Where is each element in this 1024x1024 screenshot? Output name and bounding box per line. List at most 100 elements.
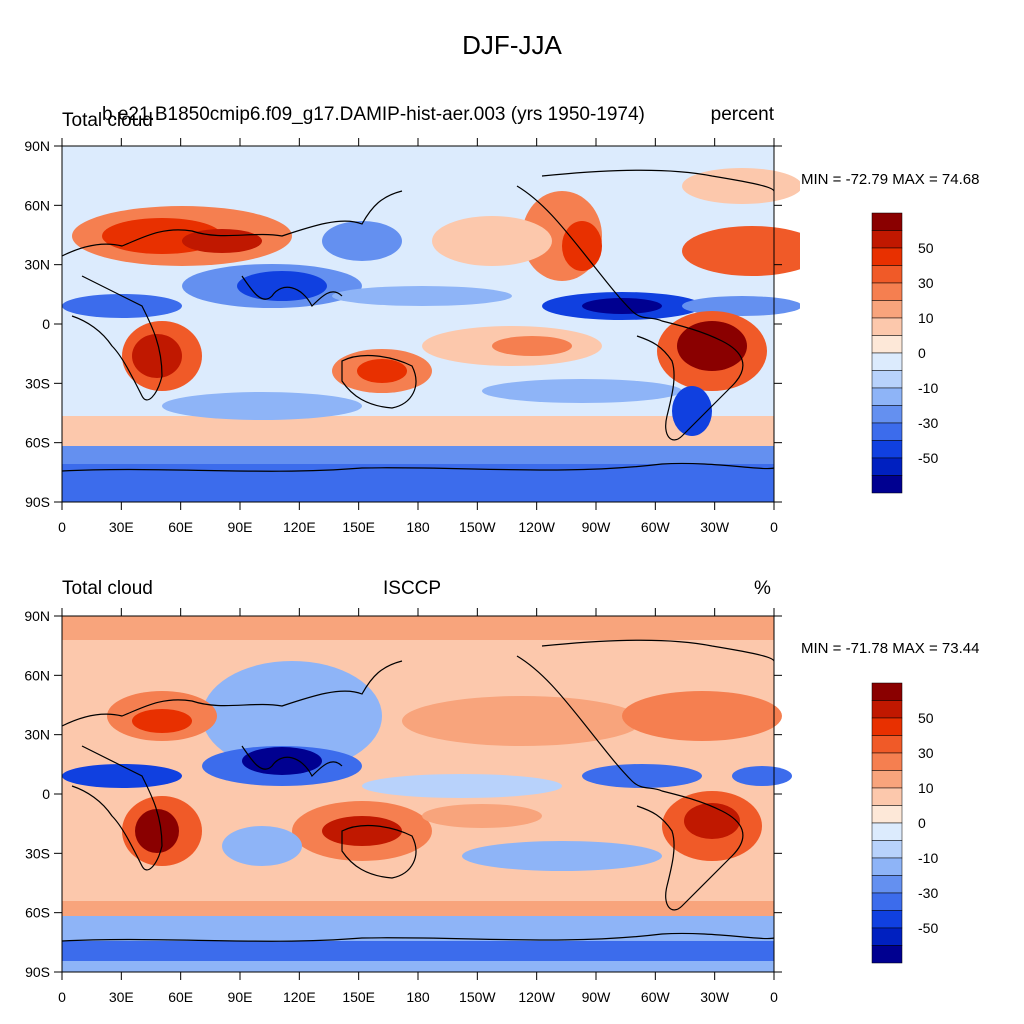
panel-2-minmax: MIN = -71.78 MAX = 73.44: [801, 640, 980, 657]
colorbar-swatch: [871, 875, 903, 894]
panel-2-colorbar: 50 30 10 0 -10 -30 -50: [871, 682, 938, 964]
longitude-axis: 0 30E 60E 90E 120E 150E 180 150W 120W 90W 60W 30W 0: [58, 138, 778, 535]
colorbar-swatch: [871, 300, 903, 319]
lon-tick-label: 150W: [459, 519, 496, 535]
colorbar-label: 50: [918, 710, 934, 726]
lon-tick-label: 30W: [700, 519, 730, 535]
colorbar-swatch: [871, 457, 903, 476]
lat-tick-label: 60N: [24, 197, 50, 213]
colorbar-swatch: [871, 682, 903, 701]
colorbar-swatch: [871, 335, 903, 354]
panel-2-obs-label: ISCCP: [383, 578, 442, 599]
colorbar-label: 0: [918, 815, 926, 831]
colorbar-swatch: [871, 735, 903, 754]
panel-1-units-label: percent: [710, 104, 774, 125]
colorbar-label: 0: [918, 345, 926, 361]
lon-tick-label: 30W: [700, 989, 730, 1005]
colorbar-label: -30: [918, 885, 938, 901]
lon-tick-label: 150W: [459, 989, 496, 1005]
panel-1-colorbar: 50 30 10 0 -10 -30 -50: [871, 212, 938, 494]
lon-tick-label: 90E: [228, 989, 253, 1005]
colorbar-swatch: [871, 857, 903, 876]
lon-tick-label: 90E: [228, 519, 253, 535]
lon-tick-label: 0: [770, 989, 778, 1005]
panel-1-variable-label: Total cloud: [62, 110, 153, 131]
cloud-anomaly-fill: [62, 616, 792, 972]
latitude-axis: 90N 60N 30N 0 30S 60S 90S: [24, 138, 782, 510]
lon-tick-label: 0: [770, 519, 778, 535]
lon-tick-label: 180: [406, 519, 430, 535]
lat-tick-label: 60N: [24, 667, 50, 683]
colorbar-swatch: [871, 752, 903, 771]
lon-tick-label: 60E: [168, 519, 193, 535]
panel-1-map: 90N 60N 30N 0 30S 60S 90S 0 30E 60E 90E 120E 150E 18…: [24, 138, 800, 535]
lon-tick-label: 120E: [283, 519, 316, 535]
lon-tick-label: 30E: [109, 989, 134, 1005]
colorbar-label: -10: [918, 850, 938, 866]
lon-tick-label: 120W: [518, 989, 555, 1005]
lat-tick-label: 90S: [25, 494, 50, 510]
colorbar-swatch: [871, 440, 903, 459]
colorbar-label: 30: [918, 275, 934, 291]
lon-tick-label: 120E: [283, 989, 316, 1005]
lon-tick-label: 150E: [342, 989, 375, 1005]
lat-tick-label: 90N: [24, 608, 50, 624]
lon-tick-label: 60E: [168, 989, 193, 1005]
colorbar-swatch: [871, 405, 903, 424]
lon-tick-label: 30E: [109, 519, 134, 535]
lon-tick-label: 60W: [641, 519, 671, 535]
colorbar-label: -50: [918, 920, 938, 936]
colorbar-swatch: [871, 352, 903, 371]
figure-title: DJF-JJA: [462, 30, 562, 60]
longitude-axis: 0 30E 60E 90E 120E 150E 180 150W 120W 90W 60W 30W 0: [58, 608, 778, 1005]
colorbar-swatch: [871, 945, 903, 964]
colorbar-label: 50: [918, 240, 934, 256]
cloud-anomaly-fill: [62, 168, 800, 502]
panel-2-map: 90N 60N 30N 0 30S 60S 90S 0 30E 60E 90E 120E 150E 18…: [24, 608, 792, 1005]
colorbar-swatch: [871, 805, 903, 824]
lon-tick-label: 60W: [641, 989, 671, 1005]
colorbar-label: 10: [918, 310, 934, 326]
lat-tick-label: 30S: [25, 375, 50, 391]
colorbar-swatch: [871, 927, 903, 946]
coastlines: [61, 169, 775, 472]
colorbar-swatch: [871, 282, 903, 301]
colorbar-label: -30: [918, 415, 938, 431]
colorbar-label: -10: [918, 380, 938, 396]
colorbar-swatch: [871, 892, 903, 911]
colorbar-swatch: [871, 317, 903, 336]
colorbar-swatch: [871, 840, 903, 859]
panel-1-case-label: b.e21.B1850cmip6.f09_g17.DAMIP-hist-aer.…: [102, 104, 645, 125]
colorbar-swatch: [871, 247, 903, 266]
colorbar-swatch: [871, 717, 903, 736]
colorbar-swatch: [871, 387, 903, 406]
lat-tick-label: 0: [42, 786, 50, 802]
colorbar-swatch: [871, 475, 903, 494]
colorbar-label: 30: [918, 745, 934, 761]
panel-1-minmax: MIN = -72.79 MAX = 74.68: [801, 171, 980, 188]
colorbar-swatch: [871, 910, 903, 929]
lat-tick-label: 90N: [24, 138, 50, 154]
panel-2-units-label: %: [754, 578, 771, 599]
colorbar-swatch: [871, 700, 903, 719]
lon-tick-label: 90W: [582, 989, 612, 1005]
lat-tick-label: 90S: [25, 964, 50, 980]
colorbar-swatch: [871, 822, 903, 841]
lon-tick-label: 0: [58, 989, 66, 1005]
lon-tick-label: 120W: [518, 519, 555, 535]
lat-tick-label: 60S: [25, 435, 50, 451]
lon-tick-label: 150E: [342, 519, 375, 535]
colorbar-swatch: [871, 265, 903, 284]
lat-tick-label: 30N: [24, 727, 50, 743]
colorbar-swatch: [871, 230, 903, 249]
colorbar-swatch: [871, 770, 903, 789]
lat-tick-label: 0: [42, 316, 50, 332]
latitude-axis: 90N 60N 30N 0 30S 60S 90S: [24, 608, 782, 980]
colorbar-swatch: [871, 370, 903, 389]
lat-tick-label: 30N: [24, 257, 50, 273]
lon-tick-label: 90W: [582, 519, 612, 535]
colorbar-label: -50: [918, 450, 938, 466]
lon-tick-label: 0: [58, 519, 66, 535]
lon-tick-label: 180: [406, 989, 430, 1005]
colorbar-swatch: [871, 787, 903, 806]
